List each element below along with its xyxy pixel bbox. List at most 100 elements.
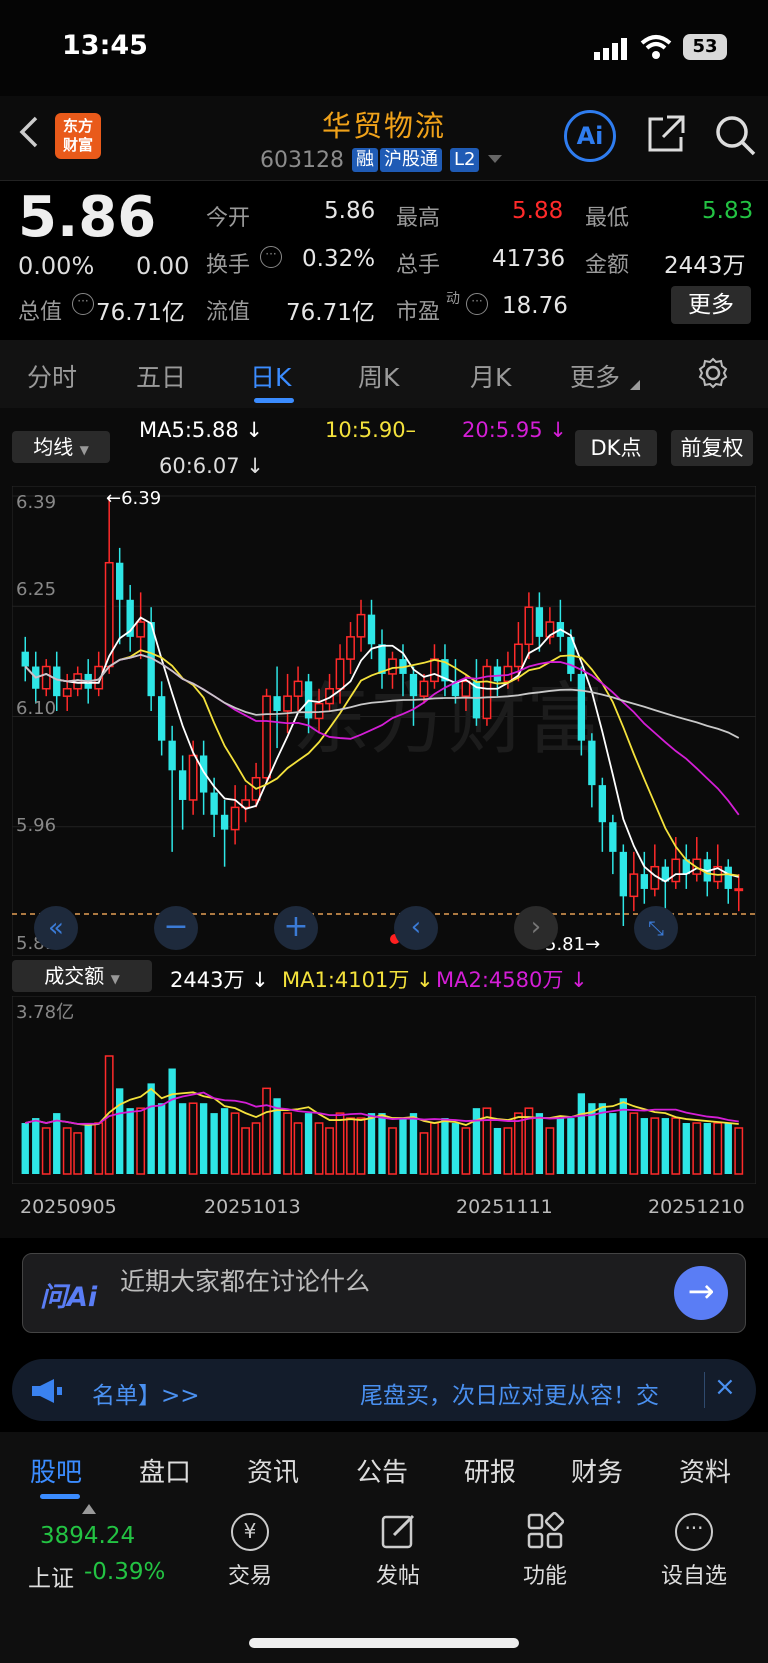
close-icon[interactable]: × [714, 1372, 736, 1402]
tag-margin: 融 [352, 148, 378, 172]
ask-ai-input[interactable]: 近期大家都在讨论什么 [120, 1267, 371, 1296]
send-arrow-icon[interactable]: → [674, 1266, 728, 1320]
volume-current: 2443万 ↓ [170, 968, 269, 992]
tab-news[interactable]: 资讯 [247, 1458, 300, 1488]
candle [241, 799, 251, 809]
index-value[interactable]: 3894.24 [40, 1523, 136, 1549]
volume-bar [157, 1103, 166, 1174]
volume-bar [724, 1123, 732, 1174]
dropdown-arrow-icon[interactable] [488, 155, 502, 165]
volume-ma1-line [25, 1087, 739, 1126]
more-button[interactable]: 更多 [671, 286, 751, 324]
volume-bar [126, 1108, 134, 1174]
candle [629, 873, 639, 898]
tab-research[interactable]: 研报 [464, 1458, 517, 1488]
candle [472, 681, 481, 719]
candle [513, 643, 523, 668]
candle [325, 688, 334, 705]
adjust-button[interactable]: 前复权 [671, 430, 753, 466]
tab-announcements[interactable]: 公告 [356, 1458, 409, 1488]
tab-five-day[interactable]: 五日 [136, 363, 187, 392]
volume-bar [671, 1117, 681, 1175]
ma10-line [24, 649, 739, 877]
open-value: 5.86 [324, 198, 376, 224]
share-icon[interactable] [645, 113, 687, 155]
status-time: 13:45 [62, 30, 148, 61]
search-icon[interactable] [713, 113, 757, 157]
volume-chart[interactable] [12, 996, 756, 1184]
candle [461, 680, 471, 697]
tab-forum[interactable]: 股吧 [30, 1458, 83, 1488]
volume-bar [609, 1113, 617, 1174]
grid-icon[interactable] [526, 1512, 564, 1550]
tab-orderbook[interactable]: 盘口 [139, 1458, 192, 1488]
fullscreen-icon[interactable]: ⤡ [634, 906, 678, 950]
current-price: 5.86 [18, 185, 157, 250]
volume-bar [53, 1113, 61, 1174]
price-tick: 6.10 [16, 698, 57, 719]
volume-bar [409, 1113, 418, 1174]
tab-weekly-k[interactable]: 周K [358, 363, 400, 392]
candle [53, 666, 61, 697]
notice-text-left[interactable]: 名单】>> [92, 1383, 200, 1409]
signal-icon [594, 38, 627, 60]
nav-watchlist[interactable]: 设自选 [660, 1564, 727, 1589]
scroll-left-icon[interactable]: ‹ [394, 906, 438, 950]
trade-icon[interactable]: ¥ [231, 1513, 269, 1551]
nav-functions[interactable]: 功能 [522, 1564, 567, 1589]
tab-profile[interactable]: 资料 [679, 1458, 732, 1488]
indicator-select[interactable]: 均线 ▼ [12, 431, 110, 463]
tab-daily-k[interactable]: 日K [250, 363, 292, 392]
settings-icon[interactable] [696, 356, 730, 390]
volume-indicator-select[interactable]: 成交额 ▼ [12, 960, 152, 992]
candle [188, 754, 198, 801]
candle [262, 695, 272, 779]
back-icon[interactable] [18, 115, 40, 149]
price-tick: 6.39 [16, 492, 57, 513]
compose-icon[interactable] [380, 1512, 418, 1550]
notice-bar[interactable] [12, 1359, 756, 1421]
volume-bar [335, 1112, 345, 1175]
volume-ma1: MA1:4101万 ↓ [282, 968, 434, 992]
candle [220, 814, 229, 830]
volume-bar [210, 1113, 218, 1174]
kline-chart[interactable]: 东方财富 [12, 486, 756, 956]
index-name[interactable]: 上证 [28, 1566, 74, 1592]
red-dot-marker [390, 934, 400, 944]
info-icon[interactable]: ··· [466, 293, 488, 315]
zoom-out-icon[interactable]: − [154, 906, 198, 950]
ai-button[interactable]: Ai [564, 110, 616, 162]
turnover-label: 换手 [206, 253, 251, 278]
candle [493, 666, 502, 682]
tab-intraday[interactable]: 分时 [27, 363, 78, 392]
candle [335, 658, 345, 690]
zoom-in-icon[interactable]: + [274, 906, 318, 950]
volume-bar [32, 1118, 40, 1174]
volume-bar [399, 1118, 407, 1174]
tab-monthly-k[interactable]: 月K [470, 363, 512, 392]
volume-bar [419, 1132, 429, 1175]
candle [41, 665, 51, 690]
volume-bar [147, 1083, 155, 1174]
tab-more[interactable]: 更多 [570, 363, 621, 392]
info-icon[interactable]: ··· [260, 246, 282, 268]
info-icon[interactable]: ··· [72, 293, 94, 315]
float-mv-label: 流值 [206, 300, 251, 325]
nav-post[interactable]: 发帖 [375, 1564, 420, 1589]
scroll-right-icon[interactable]: › [514, 906, 558, 950]
notice-text-right[interactable]: 尾盘买，次日应对更从容！交 [360, 1383, 659, 1409]
scroll-left-fast-icon[interactable]: « [34, 906, 78, 950]
volume-bar [430, 1122, 439, 1175]
volume-bar [378, 1113, 386, 1174]
dk-point-button[interactable]: DK点 [575, 430, 657, 466]
volume-bar [178, 1103, 187, 1174]
date-tick: 20250905 [20, 1196, 117, 1218]
more-dots-icon[interactable]: ··· [675, 1513, 713, 1551]
nav-trade[interactable]: 交易 [227, 1564, 272, 1589]
index-change[interactable]: -0.39% [84, 1559, 166, 1585]
ask-ai-bar[interactable] [22, 1253, 746, 1333]
volume-bar [692, 1122, 702, 1175]
tab-finance[interactable]: 财务 [571, 1458, 624, 1488]
pe-value: 18.76 [502, 293, 568, 319]
tag-connect: 沪股通 [380, 148, 442, 172]
